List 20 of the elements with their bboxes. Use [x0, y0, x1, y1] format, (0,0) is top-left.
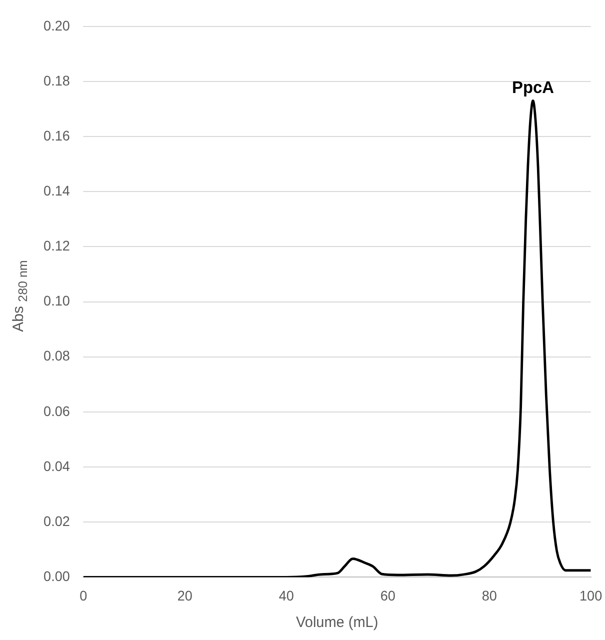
x-tick-label: 80	[482, 588, 498, 604]
y-tick-label: 0.06	[44, 404, 70, 419]
line-series	[83, 100, 591, 578]
x-tick-label: 0	[80, 588, 88, 604]
y-tick-label: 0.08	[44, 348, 70, 364]
annotation: PpcA	[512, 78, 554, 98]
y-tick-label: 0.18	[44, 73, 70, 88]
y-tick-label: 0.20	[44, 18, 70, 34]
y-tick-label: 0.02	[44, 514, 70, 530]
x-tick-label: 40	[278, 588, 294, 604]
y-tick-label: 0.16	[44, 128, 70, 144]
y-tick-label: 0.00	[44, 568, 70, 584]
y-tick-label: 0.14	[44, 183, 70, 199]
y-tick-label: 0.10	[44, 293, 70, 309]
x-tick-label: 20	[177, 588, 193, 604]
x-tick-label: 100	[580, 588, 602, 604]
x-tick-label: 60	[380, 588, 396, 604]
y-tick-label: 0.04	[44, 458, 70, 474]
y-tick-label: 0.12	[44, 238, 70, 254]
x-axis-title: Volume (mL)	[296, 614, 378, 632]
